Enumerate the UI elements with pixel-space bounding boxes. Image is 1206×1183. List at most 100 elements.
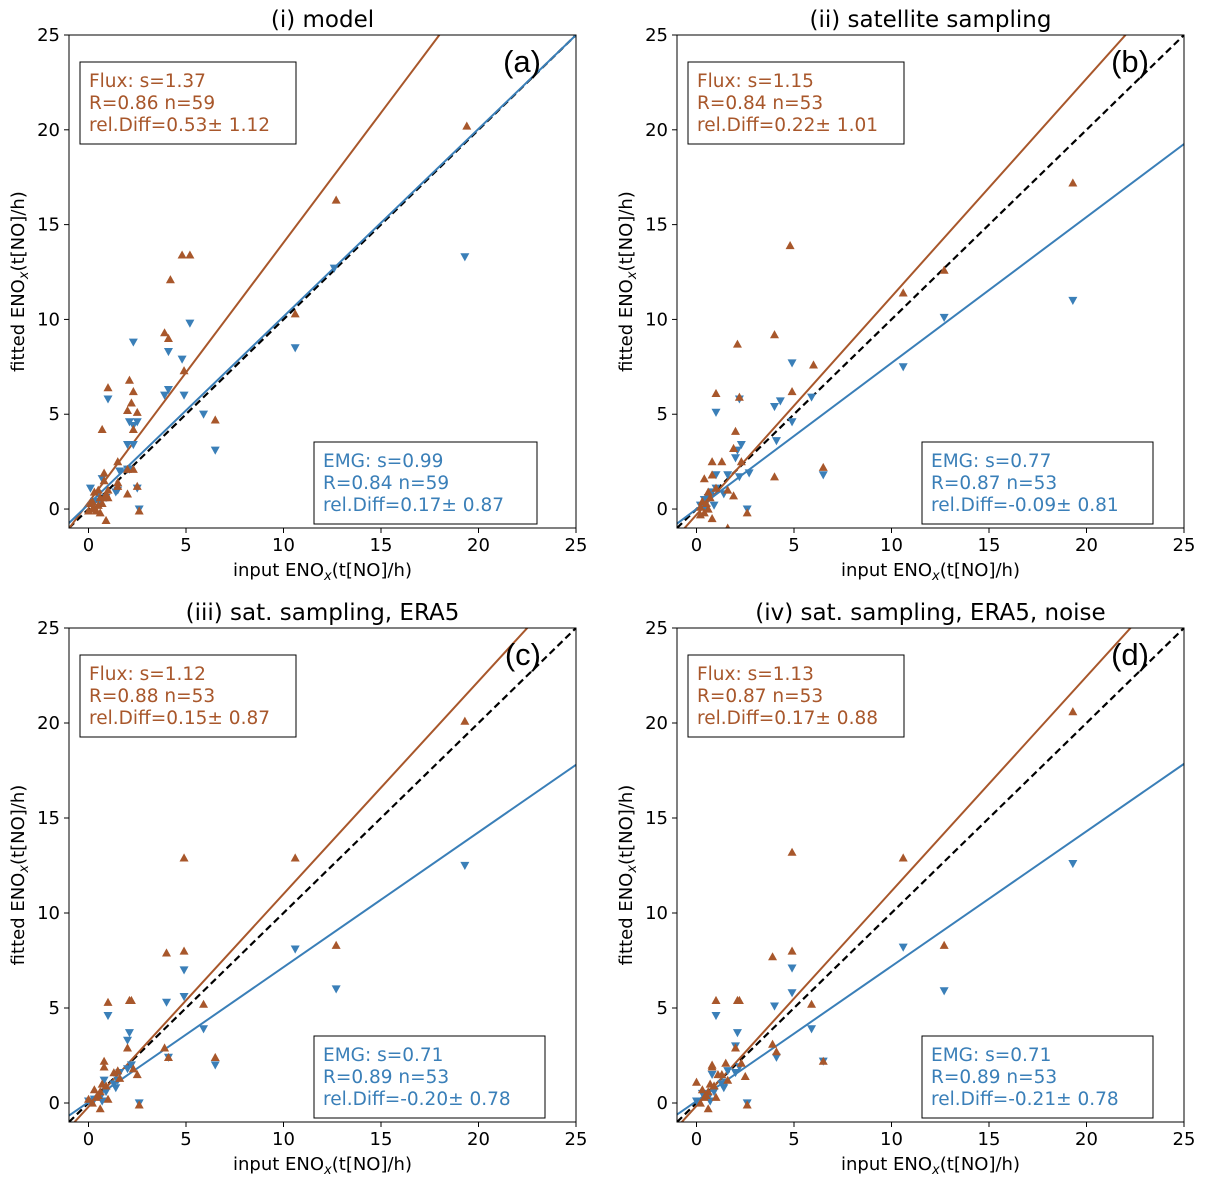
flux-point — [705, 493, 715, 502]
flux-point — [717, 457, 727, 466]
flux-point — [729, 491, 739, 500]
emg-point — [898, 943, 908, 952]
x-tick-label: 10 — [272, 1129, 295, 1150]
y-tick-label: 10 — [645, 903, 668, 924]
flux-point — [331, 940, 341, 949]
flux-point — [128, 1064, 138, 1073]
y-tick-label: 0 — [657, 499, 668, 520]
x-tick-label: 0 — [83, 1129, 94, 1150]
emg-point — [290, 945, 300, 954]
x-axis-label: input ENOx(t[NO]/h) — [233, 560, 412, 584]
flux-stats-line: rel.Diff=0.15± 0.87 — [89, 708, 270, 729]
panel-letter: (c) — [505, 637, 541, 672]
emg-point — [734, 473, 744, 482]
flux-point — [729, 443, 739, 452]
flux-point — [177, 250, 187, 259]
x-tick-label: 25 — [565, 1129, 588, 1150]
emg-point — [162, 998, 171, 1007]
flux-point — [771, 1047, 781, 1056]
flux-point — [460, 716, 470, 725]
emg-point — [787, 418, 797, 427]
flux-point — [695, 502, 705, 511]
emg-point — [123, 1036, 132, 1045]
flux-point — [703, 1104, 713, 1113]
emg-point — [771, 1053, 781, 1062]
emg-stats-line: EMG: s=0.71 — [931, 1045, 1051, 1066]
emg-fit-line — [69, 763, 576, 1117]
flux-point — [731, 1043, 740, 1052]
x-tick-label: 25 — [1173, 1129, 1196, 1150]
flux-point — [713, 1070, 723, 1079]
flux-point — [742, 508, 752, 517]
emg-point — [818, 471, 828, 480]
flux-point — [697, 1085, 707, 1094]
flux-stats-frame — [687, 61, 905, 145]
flux-point — [734, 995, 744, 1004]
flux-point — [331, 195, 341, 204]
flux-point — [939, 265, 949, 274]
emg-point — [85, 484, 95, 493]
flux-point — [709, 1081, 719, 1090]
x-tick-label: 0 — [83, 535, 94, 556]
flux-stats-line: Flux: s=1.15 — [697, 71, 814, 92]
flux-point — [91, 506, 101, 515]
identity-line — [677, 35, 1184, 528]
emg-point — [111, 1084, 121, 1093]
flux-stats-line: rel.Diff=0.53± 1.12 — [89, 115, 270, 136]
y-tick-label: 15 — [645, 215, 668, 236]
flux-point — [89, 1085, 99, 1094]
identity-line — [677, 628, 1184, 1122]
emg-point — [331, 985, 341, 994]
emg-point — [179, 966, 189, 975]
flux-point — [93, 1090, 103, 1099]
axes-frame — [676, 627, 1185, 1123]
flux-point — [128, 386, 138, 396]
y-tick-label: 0 — [49, 1093, 60, 1114]
emg-point — [179, 391, 189, 400]
flux-point — [103, 485, 113, 494]
flux-point — [809, 360, 818, 369]
flux-point — [692, 1077, 701, 1086]
emg-point — [898, 363, 908, 372]
emg-point — [771, 437, 781, 446]
panel-letter: (a) — [503, 44, 541, 79]
x-axis-label: input ENOx(t[NO]/h) — [841, 1154, 1020, 1178]
flux-point — [898, 853, 908, 862]
panel-title: (ii) satellite sampling — [810, 7, 1052, 33]
flux-point — [165, 275, 175, 284]
emg-point — [787, 989, 797, 998]
emg-point — [177, 355, 187, 364]
plot-area — [69, 628, 576, 1122]
emg-stats-frame — [921, 1035, 1154, 1119]
flux-point — [115, 1073, 125, 1082]
y-tick-label: 25 — [37, 25, 60, 46]
flux-point — [185, 250, 195, 259]
flux-point — [707, 457, 717, 466]
flux-point — [101, 1081, 111, 1090]
flux-point — [290, 853, 300, 862]
flux-point — [210, 415, 220, 424]
panel-title: (iv) sat. sampling, ERA5, noise — [755, 600, 1105, 626]
emg-point — [770, 1002, 779, 1011]
emg-point — [290, 344, 300, 353]
flux-point — [770, 472, 779, 481]
flux-point — [807, 999, 817, 1008]
flux-point — [123, 405, 132, 415]
emg-point — [775, 397, 785, 406]
emg-point — [711, 471, 721, 480]
flux-point — [99, 468, 109, 477]
emg-point — [719, 1084, 729, 1093]
flux-point — [126, 995, 136, 1004]
emg-point — [787, 359, 797, 368]
emg-stats-line: R=0.84 n=59 — [323, 473, 449, 494]
y-tick-label: 5 — [49, 404, 60, 425]
y-tick-label: 0 — [657, 1093, 668, 1114]
plot-area — [677, 35, 1184, 528]
y-axis-label: fitted ENOx(t[NO]/h) — [616, 191, 640, 372]
y-tick-label: 20 — [37, 713, 60, 734]
y-tick-label: 15 — [37, 215, 60, 236]
flux-point — [160, 328, 170, 337]
flux-point — [787, 386, 797, 396]
